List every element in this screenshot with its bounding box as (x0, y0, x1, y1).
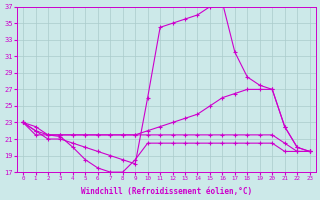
X-axis label: Windchill (Refroidissement éolien,°C): Windchill (Refroidissement éolien,°C) (81, 187, 252, 196)
